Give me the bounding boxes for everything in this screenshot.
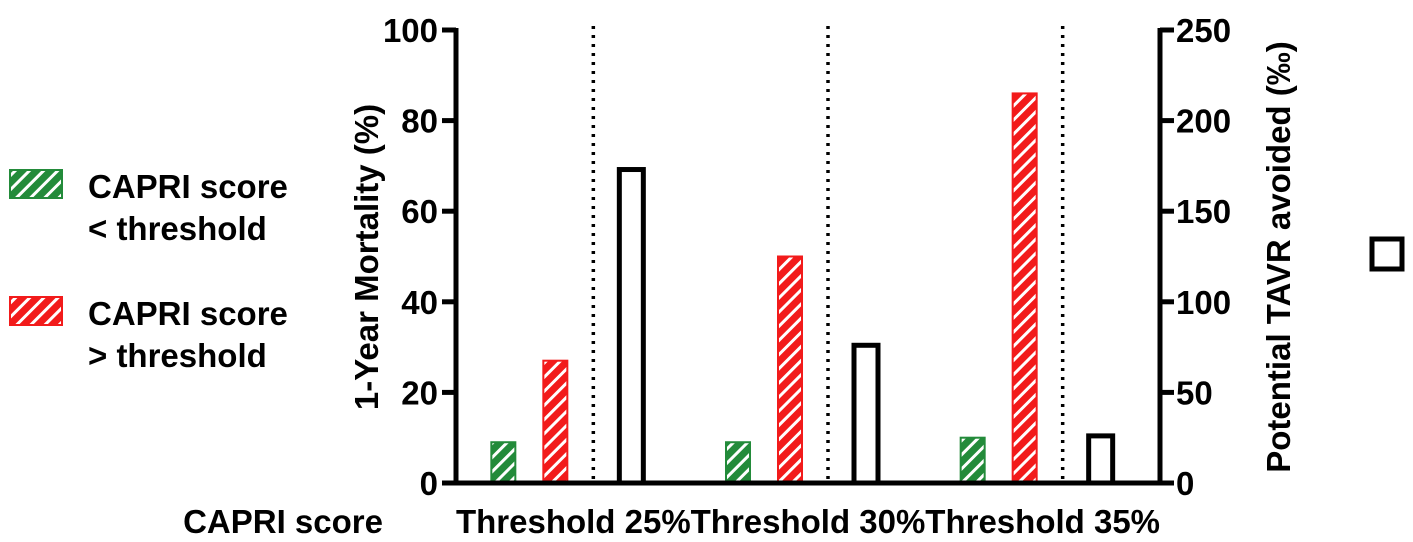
legend-entry-above-threshold: CAPRI score > threshold [9, 295, 288, 374]
y-left-tick-label: 100 [383, 12, 438, 49]
y-left-tick-label: 80 [401, 103, 438, 140]
open-bar-legend-symbol [1369, 236, 1405, 272]
legend-label-line-2: > threshold [88, 337, 267, 374]
legend-swatch-red [9, 296, 63, 326]
x-category-label: Threshold 35% [925, 503, 1160, 540]
bar-below-threshold [490, 441, 517, 485]
y-left-tick-label: 60 [401, 193, 438, 230]
x-category-label: Threshold 25% [456, 503, 691, 540]
bar-above-threshold [542, 359, 569, 484]
axes [453, 28, 1163, 486]
x-category-label: Threshold 30% [691, 503, 926, 540]
y-left-ticks: 0 20 40 60 80 100 [383, 12, 456, 502]
bar-above-threshold [1011, 92, 1038, 484]
bars [490, 92, 1116, 486]
legend-label-line-2: < threshold [88, 210, 267, 247]
y-right-tick-label: 200 [1176, 103, 1231, 140]
y-right-axis-title: Potential TAVR avoided (‰) [1260, 41, 1297, 472]
bar-above-threshold [777, 255, 803, 484]
y-right-tick-label: 150 [1176, 193, 1231, 230]
y-right-tick-label: 250 [1176, 12, 1231, 49]
legend-label-line-1: CAPRI score [88, 168, 288, 205]
y-right-tick-label: 50 [1176, 374, 1213, 411]
bar-tavr-avoided [616, 167, 646, 486]
y-right-ticks: 0 50 100 150 200 250 [1160, 12, 1231, 502]
x-category-labels: Threshold 25% Threshold 30% Threshold 35% [456, 503, 1160, 540]
legend: CAPRI score < threshold CAPRI score > th… [9, 168, 288, 374]
bar-below-threshold [725, 441, 751, 485]
y-right-tick-label: 0 [1176, 465, 1194, 502]
category-separators [591, 26, 1065, 483]
bar-tavr-avoided [851, 342, 881, 486]
legend-entry-below-threshold: CAPRI score < threshold [9, 168, 288, 247]
bar-below-threshold [959, 436, 986, 485]
y-left-tick-label: 40 [401, 284, 438, 321]
legend-swatch-green [9, 169, 63, 199]
x-axis-title: CAPRI score [183, 503, 383, 540]
legend-label-line-1: CAPRI score [88, 295, 288, 332]
y-right-tick-label: 100 [1176, 284, 1231, 321]
y-left-tick-label: 20 [401, 374, 438, 411]
y-left-axis-title: 1-Year Mortality (%) [348, 104, 385, 410]
y-left-tick-label: 0 [420, 465, 438, 502]
bar-tavr-avoided [1086, 433, 1116, 486]
